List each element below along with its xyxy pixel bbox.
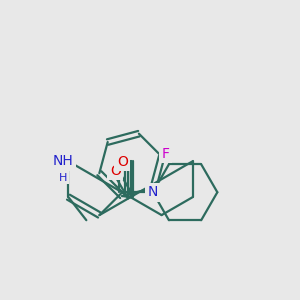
Text: NH: NH <box>53 154 74 168</box>
Text: O: O <box>110 164 121 178</box>
Text: F: F <box>162 147 170 161</box>
Text: H: H <box>59 172 68 182</box>
Text: O: O <box>117 155 128 169</box>
Text: N: N <box>148 185 158 199</box>
